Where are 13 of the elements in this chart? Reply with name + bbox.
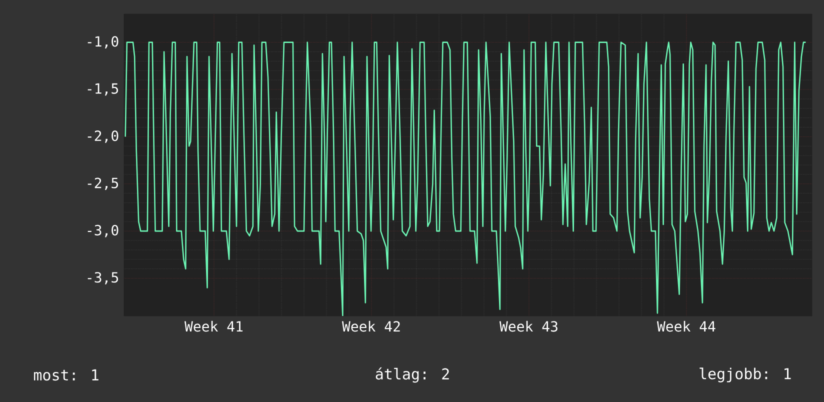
y-tick-label: -2,5 bbox=[88, 178, 118, 190]
x-tick-label: Week 43 bbox=[499, 320, 558, 332]
text: átlag: 2 bbox=[376, 367, 449, 383]
y-tick-label: -1,0 bbox=[88, 36, 118, 48]
y-tick-label: -1,5 bbox=[88, 83, 118, 96]
y-tick-label: -3,5 bbox=[88, 272, 118, 284]
text: legjobb: 1 bbox=[700, 368, 791, 382]
y-tick-label: -3,0 bbox=[88, 224, 118, 238]
x-tick-label: Week 44 bbox=[656, 320, 716, 332]
x-tick-label: Week 42 bbox=[342, 320, 400, 332]
text: most: 1 bbox=[34, 369, 98, 381]
y-tick-label: -2,0 bbox=[88, 130, 118, 143]
x-tick-label: Week 41 bbox=[184, 320, 243, 332]
